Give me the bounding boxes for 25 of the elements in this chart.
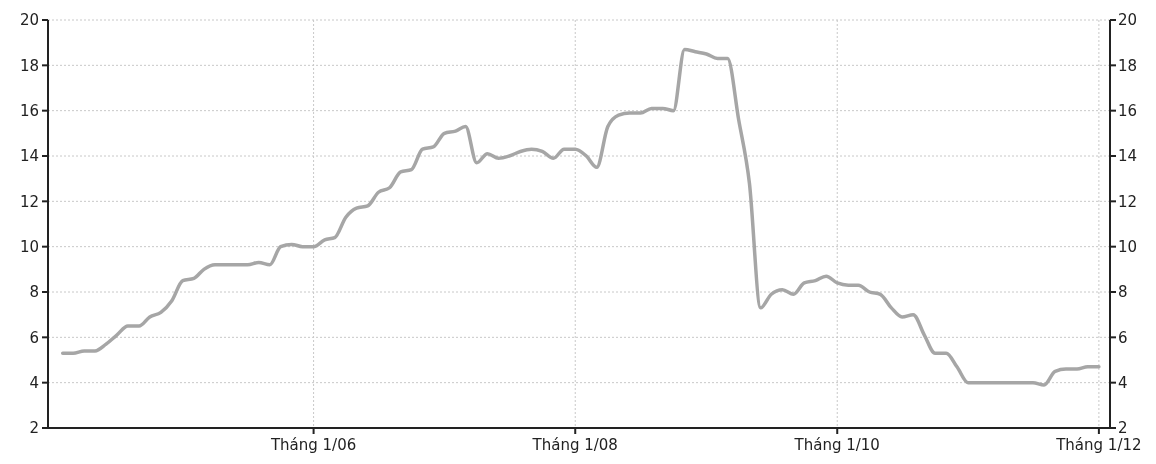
y-tick-label: 4 <box>29 373 39 392</box>
y2-tick-label: 8 <box>1118 283 1128 302</box>
x-tick-label: Tháng 1/06 <box>269 436 357 454</box>
y2-tick-label: 16 <box>1118 101 1138 120</box>
y-tick-label: 18 <box>19 56 39 75</box>
y-tick-label: 6 <box>29 328 39 347</box>
y2-tick-label: 20 <box>1118 11 1138 30</box>
y2-tick-label: 18 <box>1118 56 1138 75</box>
x-tick-label: Tháng 1/12 <box>1055 436 1142 454</box>
y-tick-label: 8 <box>29 283 39 302</box>
y-tick-label: 10 <box>19 237 39 256</box>
y-tick-label: 12 <box>19 192 39 211</box>
y-tick-label: 2 <box>29 419 39 438</box>
y2-tick-label: 6 <box>1118 328 1128 347</box>
y-tick-label: 20 <box>19 11 39 30</box>
y2-tick-label: 4 <box>1118 373 1128 392</box>
y2-tick-label: 2 <box>1118 419 1128 438</box>
y-tick-label: 14 <box>19 147 39 166</box>
y2-tick-label: 10 <box>1118 237 1138 256</box>
y2-tick-label: 14 <box>1118 147 1138 166</box>
y-tick-label: 16 <box>19 101 39 120</box>
y2-tick-label: 12 <box>1118 192 1138 211</box>
x-tick-label: Tháng 1/08 <box>531 436 618 454</box>
x-tick-label: Tháng 1/10 <box>793 436 880 454</box>
line-series <box>60 47 1101 387</box>
